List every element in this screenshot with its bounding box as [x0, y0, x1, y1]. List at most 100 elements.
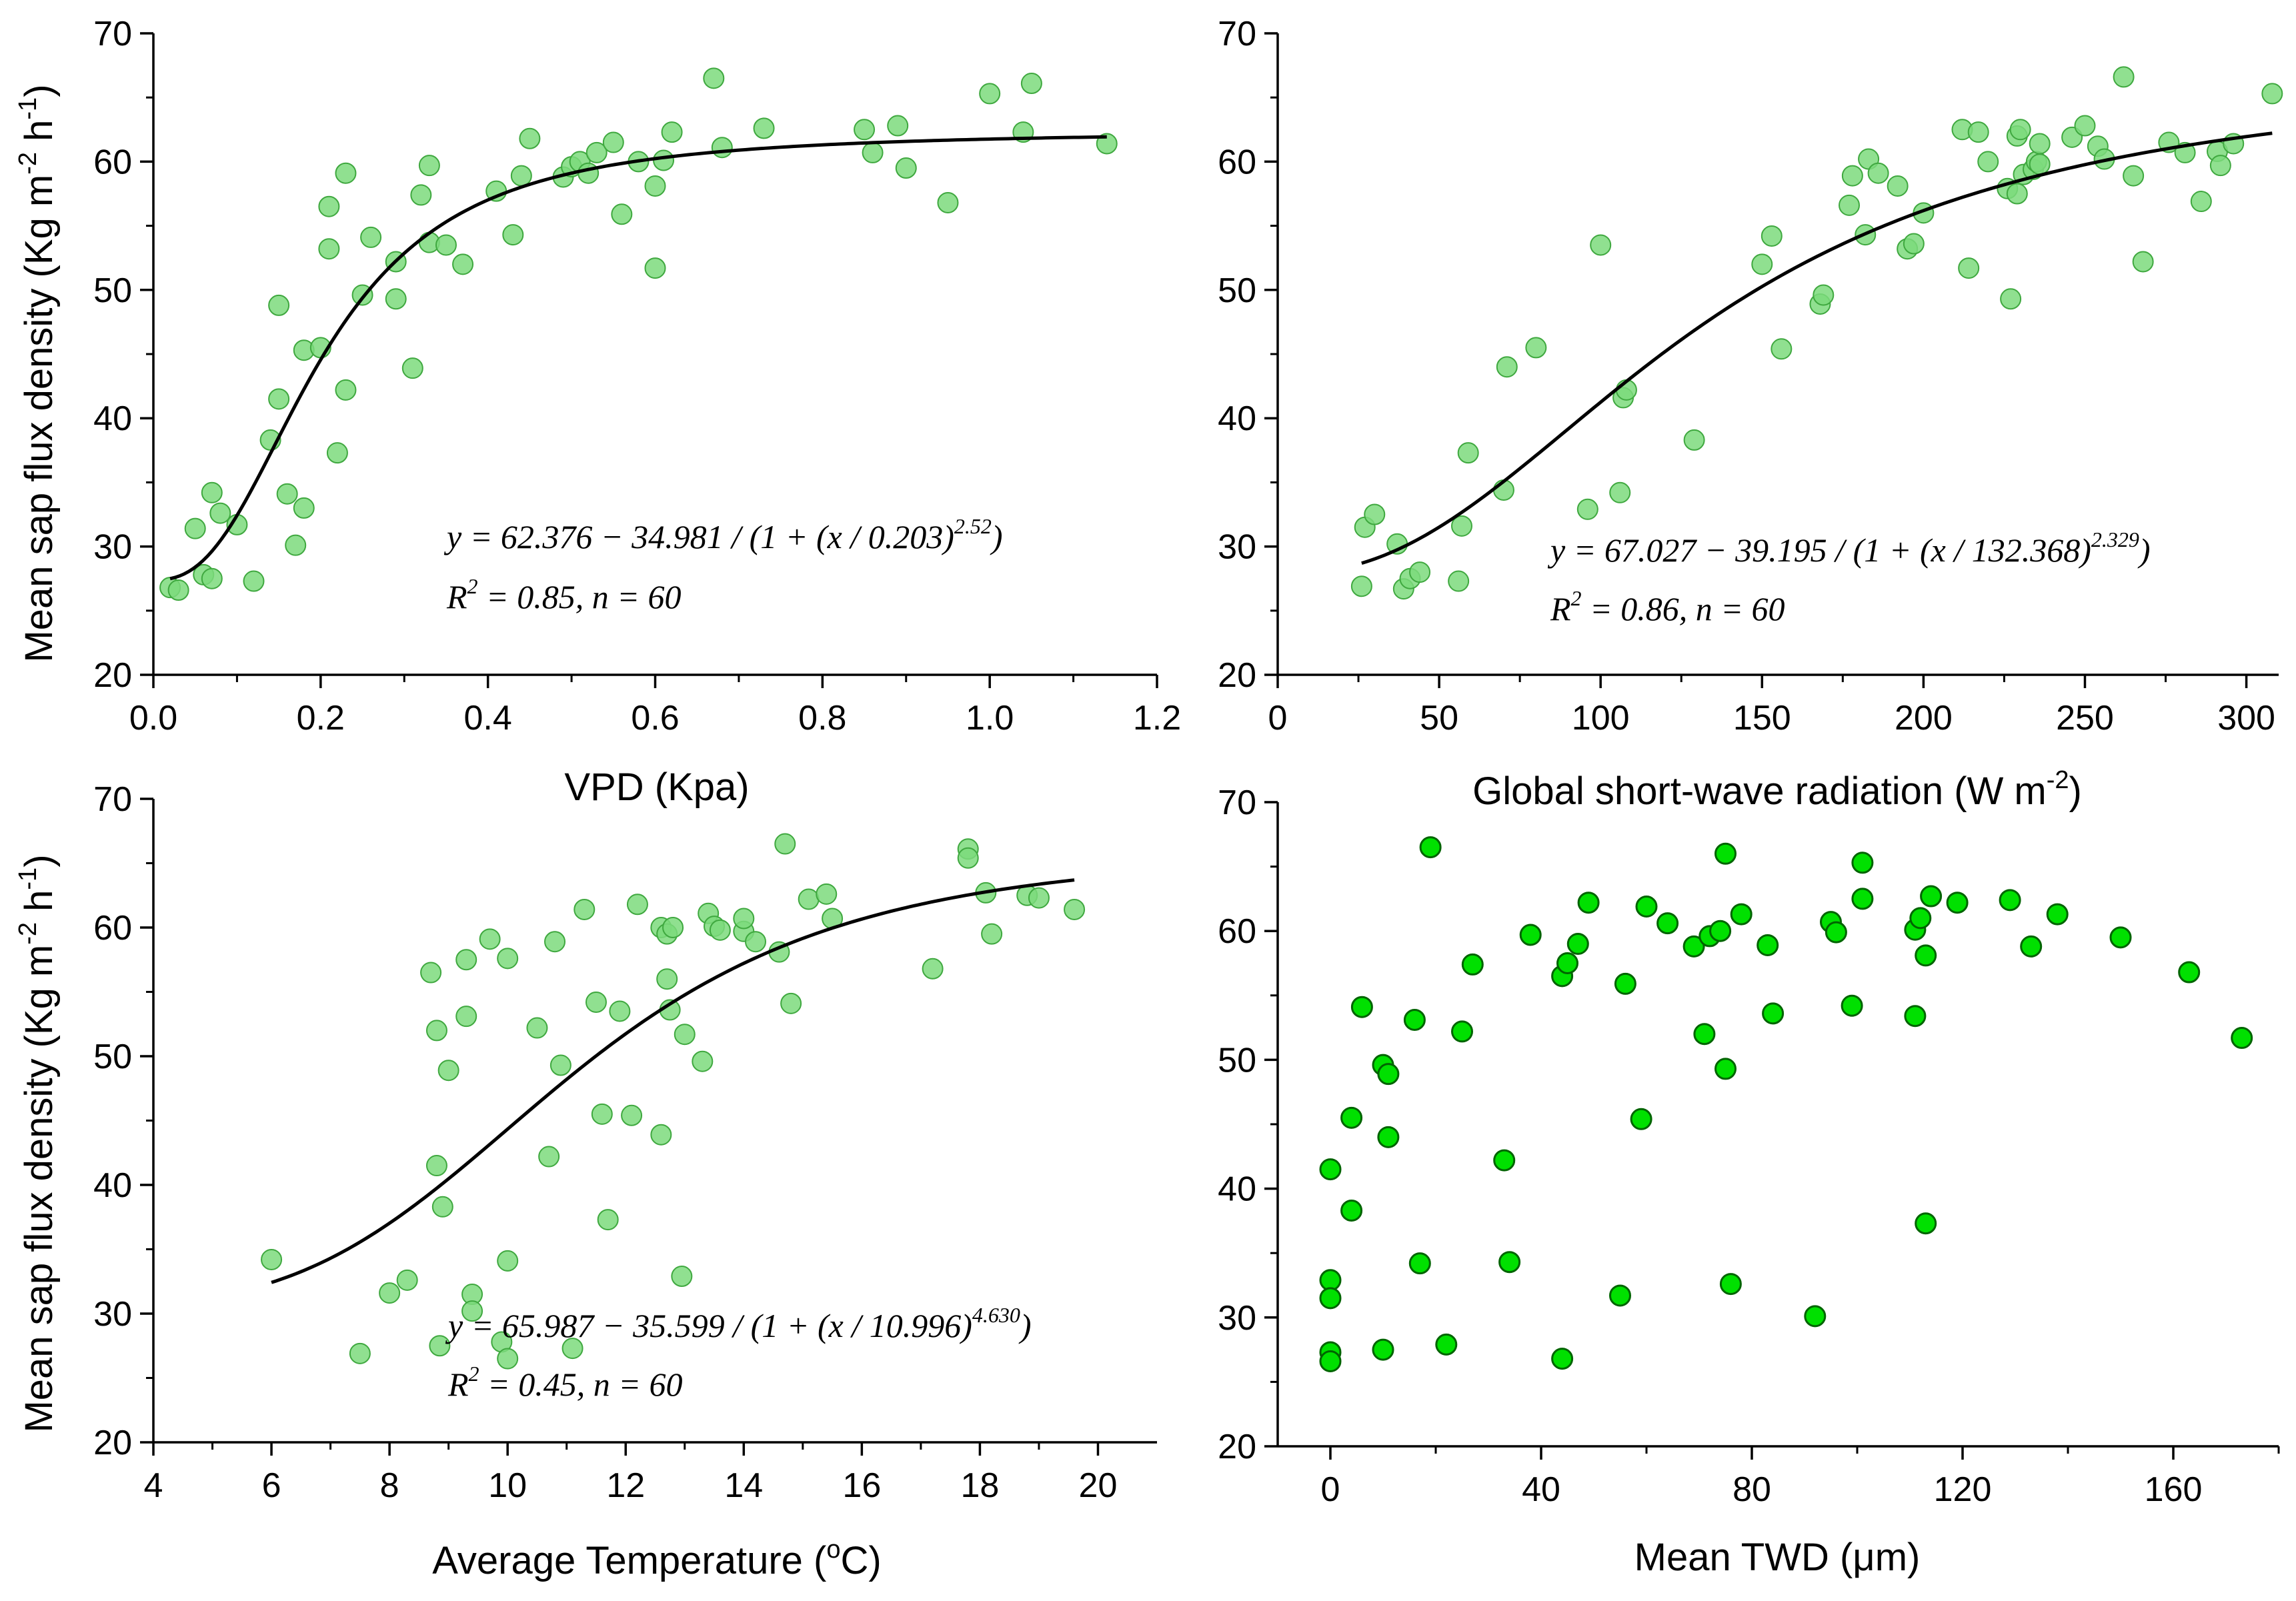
twd-y-tick-label: 70	[1218, 783, 1256, 822]
radiation-y-tick-label: 30	[1218, 528, 1256, 567]
radiation-point	[1839, 194, 1861, 216]
vpd-y-tick-label: 40	[93, 399, 132, 438]
radiation-axes	[1264, 32, 2279, 688]
radiation-point	[1967, 121, 1989, 143]
radiation-equation: y = 67.027 − 39.195 / (1 + (x / 132.368)…	[1547, 527, 2151, 569]
radiation-point	[1590, 234, 1612, 256]
vpd-scatter-points	[159, 67, 1118, 601]
temperature-point	[261, 1248, 283, 1270]
vpd-x-axis-title: VPD (Kpa)	[564, 765, 749, 809]
twd-x-tick-label: 160	[2145, 1470, 2203, 1509]
temperature-point	[497, 1348, 519, 1370]
temperature-point	[573, 898, 596, 920]
vpd-point	[285, 534, 307, 556]
radiation-point	[1364, 503, 1386, 525]
temperature-point	[425, 1020, 447, 1042]
twd-point	[1461, 953, 1484, 976]
twd-point	[1730, 903, 1753, 926]
vpd-point	[268, 294, 290, 316]
twd-point	[1904, 1005, 1927, 1028]
radiation-x-tick-label: 100	[1572, 699, 1630, 737]
twd-x-tick-label: 0	[1321, 1470, 1340, 1509]
vpd-point	[410, 184, 432, 206]
vpd-point	[862, 141, 884, 163]
radiation-scatter-points	[1350, 66, 2283, 600]
twd-point	[1319, 1158, 1342, 1181]
temperature-point	[538, 1146, 560, 1168]
radiation-x-tick-label: 300	[2217, 699, 2275, 737]
vpd-point	[753, 117, 775, 139]
twd-point	[1519, 924, 1542, 946]
twd-point	[1920, 885, 1943, 908]
radiation-point	[1525, 337, 1547, 359]
twd-point	[1566, 933, 1589, 956]
radiation-x-tick-label: 250	[2056, 699, 2114, 737]
radiation-point	[2123, 165, 2145, 187]
temperature-point	[591, 1103, 613, 1125]
temperature-point	[349, 1342, 371, 1364]
vpd-point	[895, 157, 917, 179]
radiation-point	[2209, 155, 2231, 177]
twd-point	[1841, 994, 1863, 1017]
radiation-y-tick-label: 50	[1218, 271, 1256, 310]
twd-point	[1319, 1269, 1342, 1292]
vpd-point	[703, 67, 725, 89]
radiation-point	[1448, 570, 1470, 592]
vpd-point	[578, 162, 600, 184]
twd-point	[1946, 892, 1969, 914]
vpd-point	[887, 115, 909, 137]
vpd-point	[268, 388, 290, 410]
radiation-point	[1813, 284, 1835, 306]
vpd-point	[418, 155, 440, 177]
vpd-y-tick-label: 20	[93, 656, 132, 695]
vpd-point	[644, 257, 666, 279]
vpd-point	[435, 234, 457, 256]
vpd-point	[661, 121, 683, 143]
twd-point	[1451, 1020, 1473, 1043]
temperature-point	[745, 931, 766, 953]
radiation-x-tick-label: 0	[1268, 699, 1288, 737]
twd-point	[1493, 1149, 1516, 1172]
temperature-scatter-points	[261, 833, 1086, 1370]
twd-point	[1609, 1284, 1631, 1307]
radiation-point	[2190, 191, 2212, 213]
radiation-y-tick-label: 40	[1218, 399, 1256, 438]
vpd-stats: R2 = 0.85, n = 60	[446, 574, 682, 615]
twd-point	[2231, 1027, 2253, 1050]
panel-vpd: 0.0 0.2 0.4 0.6 0.8 1.0 1.2 20 30 40 50 60 70 y = 62…	[14, 15, 1181, 809]
vpd-point	[385, 288, 407, 310]
twd-point	[1682, 935, 1705, 958]
radiation-point	[1496, 356, 1518, 378]
twd-point	[1577, 892, 1600, 914]
temperature-point	[429, 1335, 451, 1357]
vpd-axes	[140, 32, 1158, 688]
temperature-x-tick-label: 4	[144, 1466, 163, 1505]
twd-point	[2046, 903, 2069, 926]
twd-point	[1435, 1333, 1458, 1356]
temperature-point	[816, 883, 838, 905]
twd-axes	[1264, 801, 2280, 1460]
twd-point	[1419, 836, 1442, 859]
radiation-point	[2009, 119, 2031, 141]
twd-point	[1825, 921, 1847, 944]
radiation-point	[2113, 66, 2135, 88]
vpd-y-tick-label: 50	[93, 271, 132, 310]
twd-point	[2020, 935, 2043, 958]
temperature-point	[957, 847, 979, 869]
temperature-fit-curve	[271, 878, 1075, 1284]
vpd-point	[293, 497, 315, 519]
temperature-y-tick-label: 60	[93, 909, 132, 948]
vpd-point	[602, 131, 624, 153]
twd-point	[1999, 889, 2021, 912]
twd-point	[1319, 1350, 1342, 1372]
temperature-point	[650, 1124, 672, 1146]
temperature-point	[662, 917, 684, 938]
temperature-point	[437, 1060, 459, 1082]
temperature-point	[1028, 887, 1050, 909]
temperature-y-tick-label: 40	[93, 1166, 132, 1205]
temperature-equation: y = 65.987 − 35.599 / (1 + (x / 10.996)4…	[445, 1303, 1032, 1344]
twd-y-tick-label: 40	[1218, 1170, 1256, 1209]
radiation-point	[1903, 233, 1925, 255]
